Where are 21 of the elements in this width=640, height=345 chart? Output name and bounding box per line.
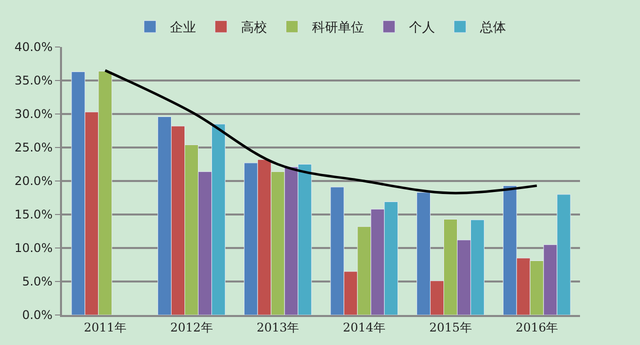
y-tick-label: 5.0%: [22, 274, 53, 289]
y-tick-label: 10.0%: [14, 241, 53, 256]
y-tick-label: 35.0%: [14, 74, 53, 88]
y-tick-label: 30.0%: [14, 107, 53, 122]
legend-label: 科研单位: [312, 20, 364, 36]
legend-label: 个人: [409, 20, 435, 36]
x-tick-label: 2014年: [342, 320, 386, 334]
x-tick-label: 2012年: [170, 320, 213, 334]
x-tick-label: 2016年: [516, 320, 558, 334]
x-tick-label: 2011年: [84, 320, 126, 334]
y-tick-label: 40.0%: [14, 40, 53, 54]
y-tick-label: 15.0%: [14, 208, 53, 222]
legend-label: 总体: [479, 20, 506, 36]
line-series: [104, 69, 538, 194]
y-tick-label: 20.0%: [14, 174, 53, 188]
y-tick-label: 0.0%: [22, 308, 53, 322]
legend-label: 企业: [170, 20, 196, 36]
legend-label: 高校: [241, 20, 267, 36]
y-tick-label: 25.0%: [14, 140, 53, 155]
x-tick-label: 2013年: [256, 320, 300, 334]
x-tick-label: 2015年: [429, 320, 472, 334]
